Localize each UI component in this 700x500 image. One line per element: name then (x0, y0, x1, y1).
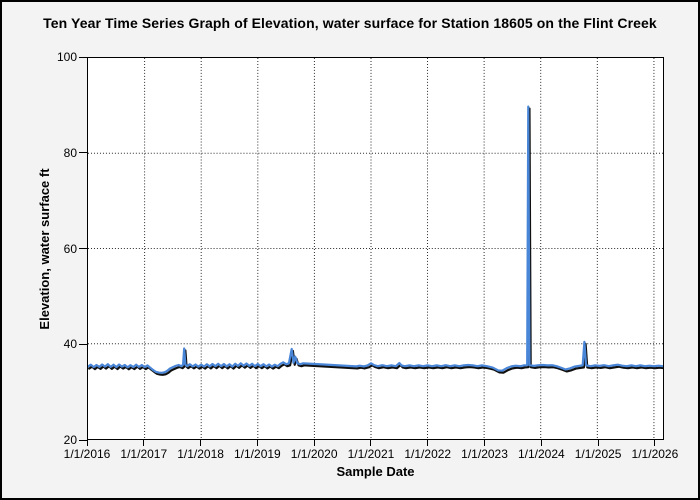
x-tick-mark (200, 440, 202, 446)
y-tick-mark (79, 343, 87, 345)
x-tick-mark (484, 440, 486, 446)
y-tick-label: 80 (63, 145, 77, 160)
chart-title: Ten Year Time Series Graph of Elevation,… (43, 15, 657, 31)
x-tick-label: 1/1/2018 (177, 447, 224, 461)
plot-area (87, 57, 664, 440)
x-tick-label: 1/1/2026 (631, 447, 679, 461)
elevation-line-chart (88, 58, 663, 439)
x-tick-label: 1/1/2024 (517, 447, 565, 461)
x-tick-label: 1/1/2016 (63, 447, 111, 461)
y-tick-mark (79, 152, 87, 154)
x-axis-title: Sample Date (336, 464, 415, 479)
x-tick-label: 1/1/2020 (290, 447, 338, 461)
x-tick-label: 1/1/2023 (461, 447, 508, 461)
x-tick-mark (86, 440, 88, 446)
y-tick-label: 100 (56, 50, 77, 64)
y-tick-label: 40 (63, 337, 77, 352)
x-tick-mark (427, 440, 429, 446)
y-tick-mark (79, 439, 87, 441)
y-tick-label: 60 (63, 241, 77, 256)
y-tick-label: 20 (63, 433, 77, 447)
x-tick-mark (597, 440, 599, 446)
x-tick-mark (370, 440, 372, 446)
x-tick-label: 1/1/2022 (404, 447, 452, 461)
x-tick-mark (143, 440, 145, 446)
x-tick-label: 1/1/2025 (574, 447, 622, 461)
y-tick-mark (79, 56, 87, 58)
x-tick-mark (313, 440, 315, 446)
x-tick-label: 1/1/2019 (234, 447, 281, 461)
x-tick-mark (654, 440, 656, 446)
x-tick-mark (256, 440, 258, 446)
x-tick-mark (540, 440, 542, 446)
x-tick-label: 1/1/2021 (347, 447, 395, 461)
x-tick-label: 1/1/2017 (120, 447, 168, 461)
y-tick-mark (79, 248, 87, 249)
